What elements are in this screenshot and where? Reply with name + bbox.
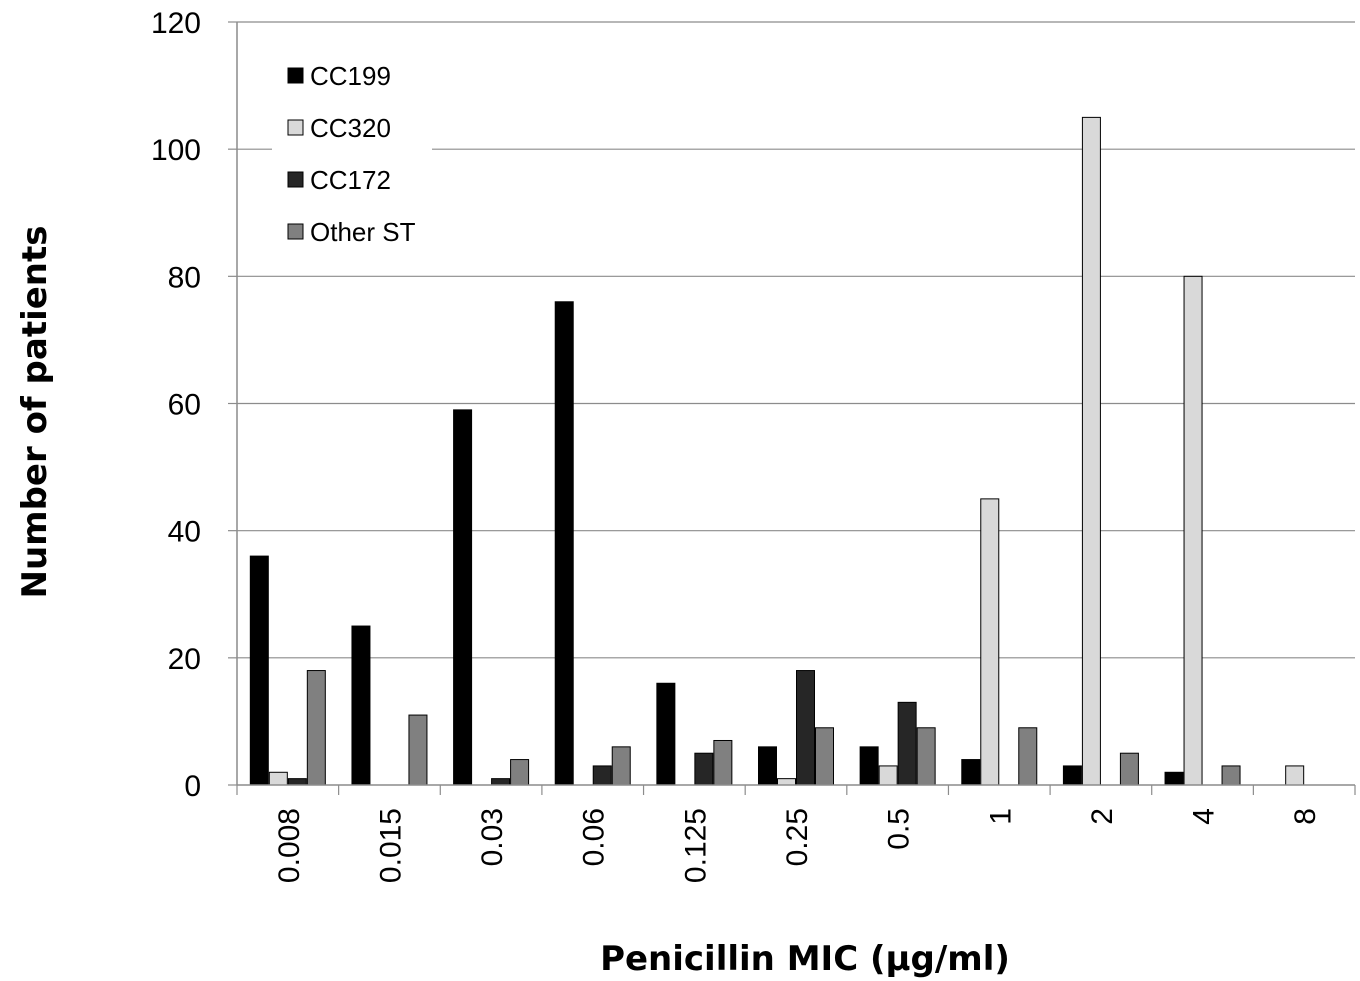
bar-cc199 bbox=[859, 746, 879, 786]
x-tick-label: 4 bbox=[1188, 808, 1221, 825]
legend: CC199 CC320 CC172 Other ST bbox=[272, 48, 432, 258]
bar-cc172 bbox=[694, 752, 714, 786]
bar-cc172 bbox=[287, 778, 307, 786]
bar-other-st bbox=[1221, 765, 1241, 786]
x-tick-label: 1 bbox=[984, 808, 1017, 825]
y-tick-label: 120 bbox=[151, 7, 201, 40]
legend-label: Other ST bbox=[310, 217, 416, 247]
bar-cc320 bbox=[1183, 275, 1203, 786]
y-tick-label: 60 bbox=[168, 389, 201, 422]
bar-cc199 bbox=[351, 625, 371, 786]
x-tick-label: 0.03 bbox=[476, 808, 509, 866]
x-tick-label: 0.5 bbox=[883, 808, 916, 850]
bar-cc199 bbox=[554, 301, 574, 786]
axes: 0 20 40 60 80 100 120 0.008 0.015 0.03 0.06 0.125 0.… bbox=[151, 7, 1356, 883]
bar-other-st bbox=[306, 670, 326, 786]
bar-other-st bbox=[611, 746, 631, 786]
bar-cc199 bbox=[758, 746, 777, 786]
y-axis-title: Number of patients bbox=[15, 225, 55, 598]
bar-cc320 bbox=[980, 498, 1000, 786]
bar-other-st bbox=[916, 727, 936, 786]
bar-other-st bbox=[1018, 727, 1038, 786]
y-tick-label: 40 bbox=[168, 516, 201, 549]
legend-swatch bbox=[287, 223, 304, 240]
y-tick-label: 20 bbox=[168, 643, 201, 676]
y-tick-label: 0 bbox=[184, 770, 201, 803]
bar-cc172 bbox=[592, 765, 612, 786]
x-axis-title: Penicillin MIC (µg/ml) bbox=[600, 939, 1010, 979]
legend-label: CC172 bbox=[310, 165, 391, 195]
x-tick-label: 0.008 bbox=[273, 808, 306, 883]
bars bbox=[249, 116, 1305, 786]
bar-cc320 bbox=[777, 778, 796, 786]
bar-other-st bbox=[408, 714, 428, 786]
bar-other-st bbox=[815, 727, 834, 786]
bar-other-st bbox=[510, 759, 530, 786]
bar-cc199 bbox=[1062, 765, 1082, 786]
bar-cc320 bbox=[268, 771, 288, 786]
bar-other-st bbox=[713, 739, 733, 786]
legend-swatch bbox=[287, 119, 304, 136]
bar-cc199 bbox=[249, 555, 269, 786]
bar-cc320 bbox=[1081, 116, 1101, 786]
y-tick-label: 100 bbox=[151, 134, 201, 167]
legend-label: CC320 bbox=[310, 113, 391, 143]
bar-cc172 bbox=[897, 701, 917, 786]
bar-cc199 bbox=[656, 682, 676, 786]
bar-cc199 bbox=[961, 759, 981, 786]
bar-cc320 bbox=[878, 765, 898, 786]
bar-cc199 bbox=[1164, 771, 1184, 786]
y-tick-label: 80 bbox=[168, 261, 201, 294]
x-tick-label: 0.25 bbox=[781, 808, 814, 866]
x-tick-label: 0.015 bbox=[374, 808, 407, 883]
bar-cc199 bbox=[453, 409, 473, 786]
bar-cc172 bbox=[491, 778, 511, 786]
legend-label: CC199 bbox=[310, 61, 391, 91]
x-tick-label: 2 bbox=[1086, 808, 1119, 825]
legend-swatch bbox=[287, 171, 304, 188]
bar-cc172 bbox=[796, 670, 815, 786]
x-tick-label: 0.06 bbox=[578, 808, 611, 866]
bar-cc320 bbox=[1285, 765, 1305, 786]
x-tick-label: 8 bbox=[1289, 808, 1322, 825]
legend-swatch bbox=[287, 67, 304, 84]
x-tick-label: 0.125 bbox=[679, 808, 712, 883]
bar-other-st bbox=[1119, 752, 1139, 786]
